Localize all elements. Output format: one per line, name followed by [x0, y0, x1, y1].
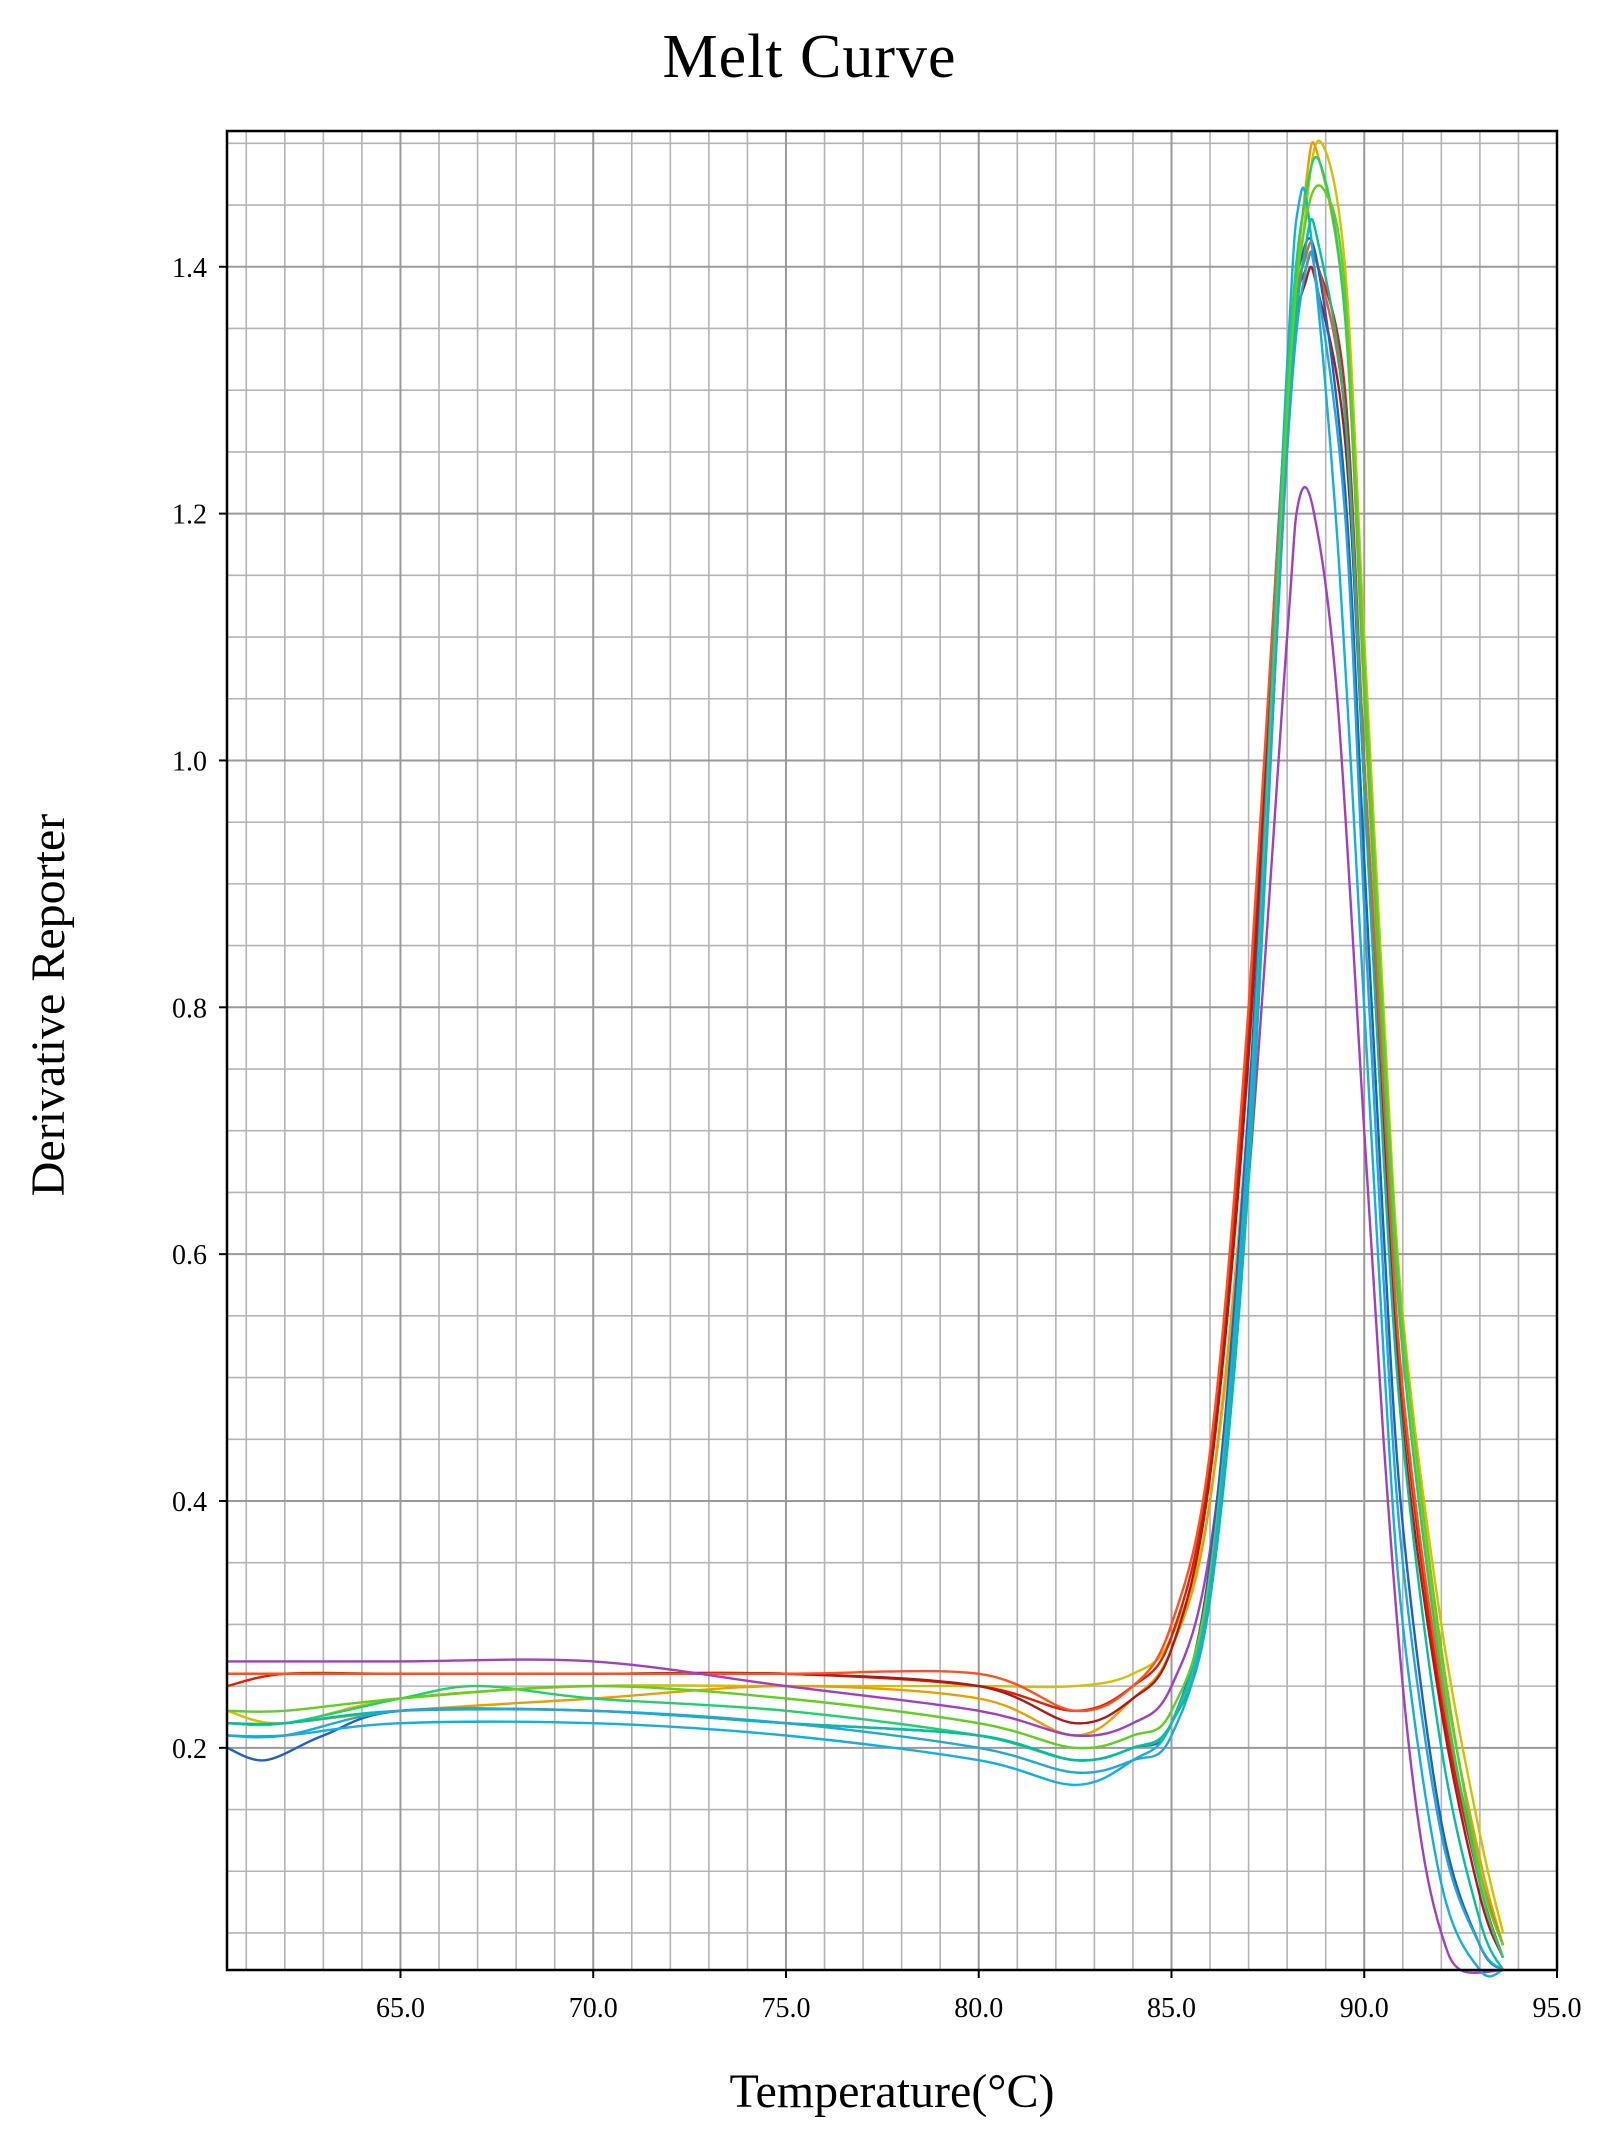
x-tick-label: 75.0 [761, 1993, 810, 2024]
y-tick-label: 1.4 [172, 253, 207, 284]
x-tick-label: 95.0 [1533, 1993, 1582, 2024]
x-tick-label: 90.0 [1340, 1993, 1389, 2024]
melt-curve-series-12 [226, 250, 1504, 1971]
x-tick-labels: 65.0 70.0 75.0 80.0 85.0 90.0 95.0 [376, 1993, 1582, 2024]
ticks-layer [219, 265, 1558, 1978]
x-tick-label: 65.0 [376, 1993, 425, 2024]
x-tick-label: 70.0 [569, 1993, 618, 2024]
chart-title: Melt Curve [662, 23, 957, 91]
melt-curve-series-6 [227, 486, 1504, 1974]
y-axis-label: Derivative Reporter [22, 814, 75, 1197]
y-tick-label: 0.8 [172, 993, 207, 1024]
x-tick-label: 80.0 [954, 1993, 1003, 2024]
plot-frame [225, 129, 1559, 1972]
x-tick-label: 85.0 [1147, 1993, 1196, 2024]
x-axis-label: Temperature(°C) [729, 2065, 1054, 2118]
series-layer [226, 139, 1505, 1978]
y-tick-label: 1.0 [172, 746, 207, 777]
melt-curve-series-5 [227, 241, 1505, 1946]
y-tick-label: 1.2 [172, 500, 207, 531]
y-tick-label: 0.2 [172, 1734, 207, 1765]
y-tick-label: 0.4 [172, 1487, 207, 1518]
melt-curve-series-11 [226, 184, 1505, 1946]
plot-background [227, 131, 1557, 1970]
y-tick-labels: 0.2 0.4 0.6 0.8 1.0 1.2 1.4 [172, 253, 207, 1765]
y-tick-label: 0.6 [172, 1240, 207, 1271]
